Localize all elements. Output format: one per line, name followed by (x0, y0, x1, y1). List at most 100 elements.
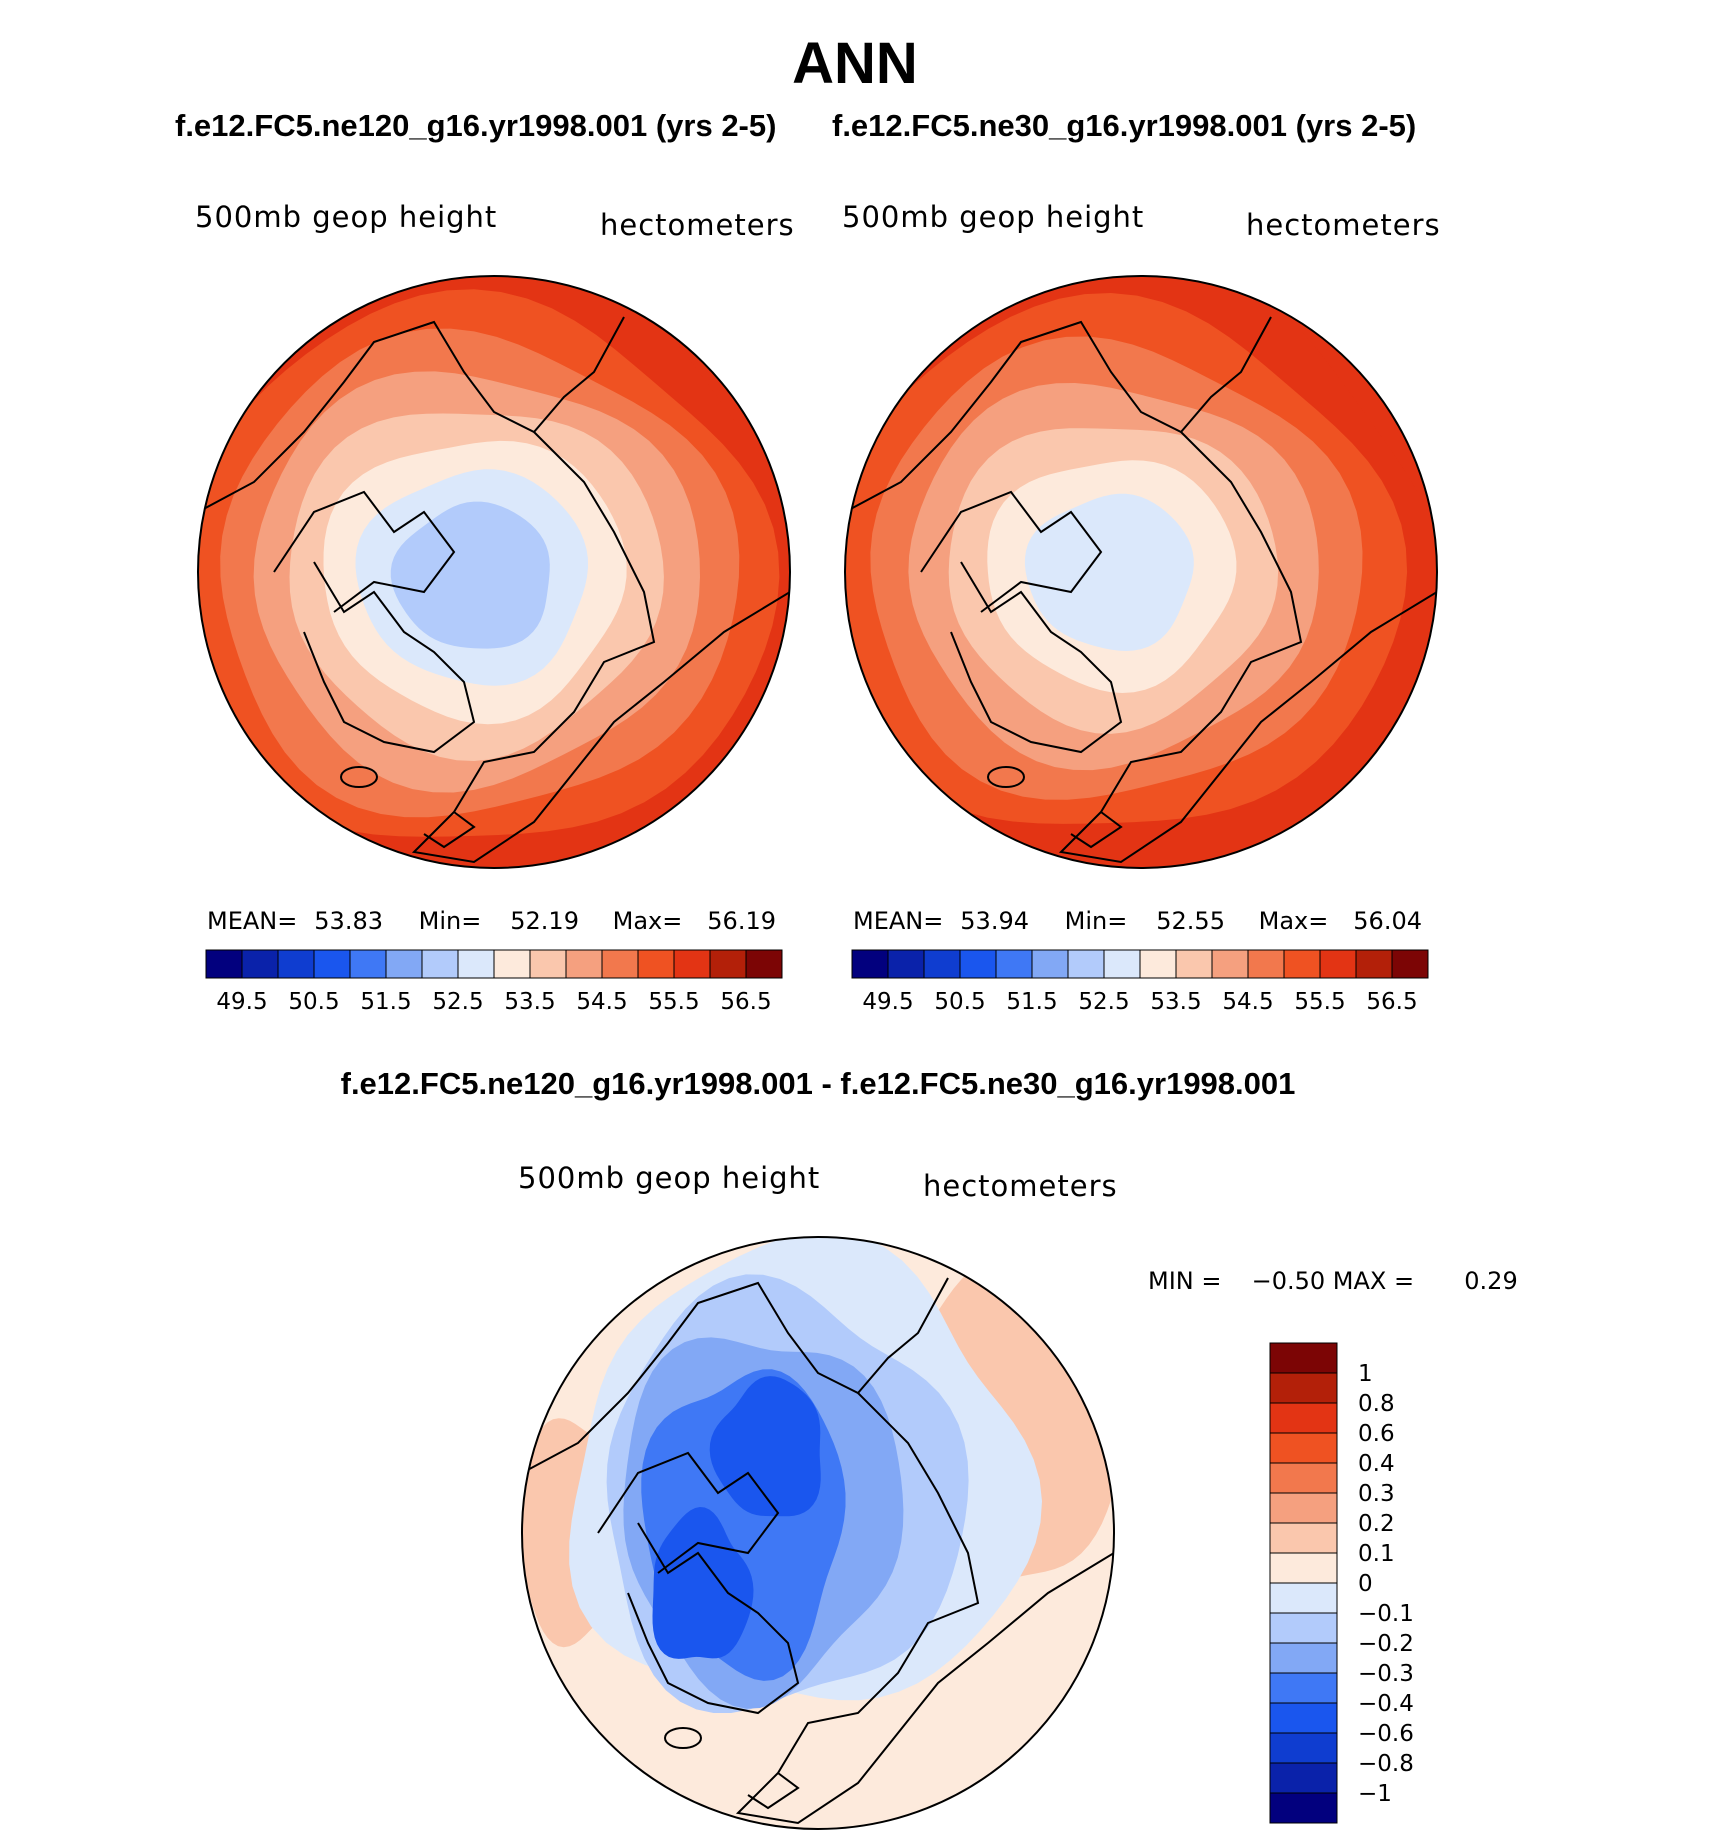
colorbar-tick-label: 53.5 (504, 989, 555, 1015)
colorbar-tick-label: 50.5 (288, 989, 339, 1015)
colorbar-box (1269, 1372, 1338, 1404)
colorbar-tick-label: 0 (1358, 1571, 1373, 1597)
greenland-coast (303, 561, 476, 754)
colorbar-box (709, 949, 747, 979)
panel-ne30-units: hectometers (1246, 208, 1441, 242)
colorbar-box (1031, 949, 1069, 979)
colorbar-box (923, 949, 961, 979)
figure-title: ANN (792, 31, 918, 96)
colorbar-tick-label: 52.5 (1078, 989, 1129, 1015)
panel-ne120-units: hectometers (600, 208, 795, 242)
colorbar-tick-label: 0.3 (1358, 1481, 1395, 1507)
iceland-coast (664, 1727, 702, 1749)
colorbar-box (959, 949, 997, 979)
field-band (652, 1507, 754, 1659)
colorbar-tick-label: 55.5 (1294, 989, 1345, 1015)
max-label: MAX = (1332, 1267, 1415, 1295)
colorbar-box (457, 949, 495, 979)
eurasia-coast (735, 1392, 1114, 1825)
colorbar-tick-label: 51.5 (360, 989, 411, 1015)
case-title-ne30: f.e12.FC5.ne30_g16.yr1998.001 (yrs 2-5) (832, 108, 1417, 143)
coastlines-ne120 (198, 316, 790, 864)
colorbar-box (1269, 1552, 1338, 1584)
britain-coast (747, 1772, 800, 1810)
mean-value: 53.83 (314, 907, 383, 935)
colorbar-box (1211, 949, 1249, 979)
panel-diff-variable: 500mb geop height (518, 1161, 821, 1195)
colorbar-tick-label: −0.8 (1358, 1751, 1414, 1777)
min-value: 52.19 (510, 907, 579, 935)
colorbar-tick-label: 50.5 (934, 989, 985, 1015)
colorbar-tick-label: 56.5 (1366, 989, 1417, 1015)
colorbar-tick-label: 53.5 (1150, 989, 1201, 1015)
map-boundary (844, 275, 1438, 869)
colorbar-box (1175, 949, 1213, 979)
colorbar-box (241, 949, 279, 979)
colorbar-tick-label: 54.5 (576, 989, 627, 1015)
colorbar-tick-label: 54.5 (1222, 989, 1273, 1015)
arctic-archipelago-coast (920, 490, 1103, 613)
colorbar-box (1283, 949, 1321, 979)
colorbar-diff: 1 0.8 0.6 0.4 0.3 0.2 0.1 0 −0.1 −0.2 −0.3 −0.4 −0.6… (1269, 1342, 1414, 1824)
colorbar-tick-label: −0.1 (1358, 1601, 1414, 1627)
coastlines-diff (522, 1277, 1114, 1825)
min-label: MIN = (1148, 1267, 1222, 1295)
colorbar-box (1355, 949, 1393, 979)
case-title-diff: f.e12.FC5.ne120_g16.yr1998.001 - f.e12.F… (340, 1066, 1296, 1101)
colorbar-tick-label: 51.5 (1006, 989, 1057, 1015)
max-label: Max= (1258, 907, 1329, 935)
colorbar-tick-label: 52.5 (432, 989, 483, 1015)
colorbar-box (995, 949, 1033, 979)
min-label: Min= (418, 907, 482, 935)
min-value: 52.55 (1156, 907, 1225, 935)
colorbar-box (887, 949, 925, 979)
colorbar-box (385, 949, 423, 979)
coastline (198, 316, 625, 513)
colorbar-tick-label: 0.8 (1358, 1391, 1395, 1417)
colorbar-box (313, 949, 351, 979)
colorbar-tick-label: 49.5 (216, 989, 267, 1015)
max-value: 0.29 (1464, 1267, 1518, 1295)
colorbar-box (1269, 1462, 1338, 1494)
colorbar-box (1269, 1672, 1338, 1704)
map-boundary (197, 275, 791, 869)
panel-ne120-variable: 500mb geop height (195, 200, 498, 234)
map-boundary (521, 1236, 1115, 1830)
colorbar-tick-label: −0.6 (1358, 1721, 1414, 1747)
panel-ne30-stats: MEAN= 53.94 Min= 52.55 Max= 56.04 (853, 907, 1422, 935)
min-label: Min= (1064, 907, 1128, 935)
colorbar-box (1103, 949, 1141, 979)
colorbar-box (745, 949, 783, 979)
colorbar-box (1269, 1492, 1338, 1524)
colorbar-tick-label: 0.1 (1358, 1541, 1395, 1567)
mean-label: MEAN= (207, 907, 298, 935)
coastline (845, 316, 1272, 513)
colorbar-box (851, 949, 889, 979)
colorbar-box (565, 949, 603, 979)
colorbar-box (1067, 949, 1105, 979)
mean-value: 53.94 (960, 907, 1029, 935)
coastlines-ne30 (845, 316, 1437, 864)
colorbar-box (493, 949, 531, 979)
arctic-archipelago-coast (597, 1451, 780, 1574)
map-diff (522, 1237, 1114, 1829)
colorbar-box (1269, 1402, 1338, 1434)
colorbar-box (1269, 1522, 1338, 1554)
map-ne30 (845, 276, 1437, 868)
colorbar-box (1391, 949, 1429, 979)
max-label: Max= (612, 907, 683, 935)
colorbar-box (1269, 1642, 1338, 1674)
colorbar-tick-label: −0.2 (1358, 1631, 1414, 1657)
colorbar-box (277, 949, 315, 979)
greenland-coast (950, 561, 1123, 754)
colorbar-box (1269, 1342, 1338, 1374)
colorbar-box (1139, 949, 1177, 979)
eurasia-coast (1058, 431, 1437, 864)
colorbar-box (349, 949, 387, 979)
colorbar-box (529, 949, 567, 979)
colorbar-box (1269, 1702, 1338, 1734)
colorbar-box (205, 949, 243, 979)
panel-diff-units: hectometers (923, 1169, 1118, 1203)
eurasia-coast (411, 431, 790, 864)
